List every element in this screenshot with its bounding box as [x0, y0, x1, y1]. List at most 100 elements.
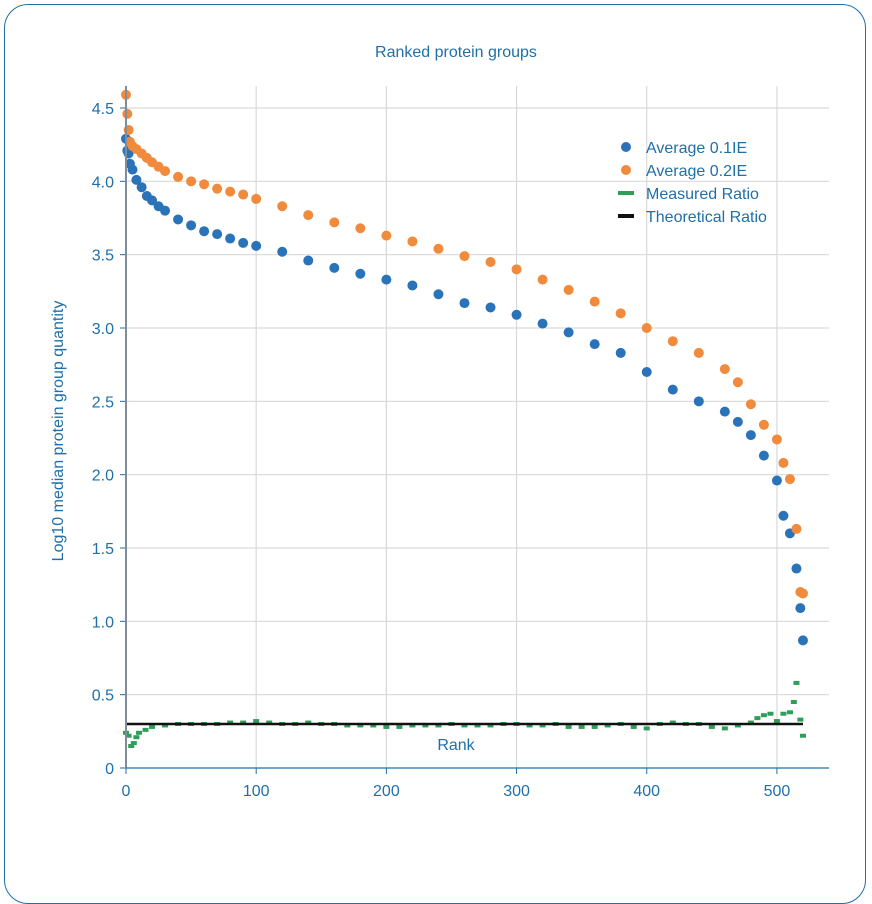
average-0-1ie-point	[795, 603, 806, 614]
average-0-2ie-point	[719, 364, 730, 375]
average-0-2ie-point	[732, 377, 743, 388]
x-tick-label: 200	[373, 783, 400, 800]
average-0-1ie-point	[778, 510, 789, 521]
average-0-2ie-point	[433, 243, 444, 254]
average-0-2ie-point	[186, 176, 197, 187]
average-0-1ie-point	[136, 182, 147, 193]
measured-ratio-point	[461, 723, 468, 728]
average-0-1ie-point	[186, 220, 197, 231]
measured-ratio-point	[357, 723, 364, 728]
average-0-2ie-point	[758, 419, 769, 430]
average-0-1ie-point	[459, 298, 470, 309]
average-0-2ie-point	[667, 336, 678, 347]
average-0-1ie-point	[407, 280, 418, 291]
measured-ratio-point	[526, 723, 533, 728]
average-0-1ie-point	[693, 396, 704, 407]
y-tick-label: 3.0	[92, 321, 114, 338]
measured-ratio-point	[162, 723, 169, 728]
measured-ratio-point	[266, 720, 273, 725]
axes	[125, 86, 829, 769]
average-0-1ie-point	[173, 214, 184, 225]
measured-ratio-point	[383, 724, 390, 729]
average-0-2ie-point	[251, 193, 262, 204]
measured-ratio-point	[793, 680, 800, 685]
average-0-2ie-point	[589, 296, 600, 307]
measured-ratio-point	[734, 723, 741, 728]
measured-ratio-point	[591, 724, 598, 729]
measured-ratio-point	[240, 720, 247, 725]
measured-ratio-point	[578, 724, 585, 729]
measured-ratio-point	[797, 717, 804, 722]
y-tick-label: 3.5	[92, 248, 114, 265]
average-0-1ie-point	[771, 475, 782, 486]
average-0-1ie-point	[615, 347, 626, 358]
legend-label-average-0-2ie: Average 0.2IE	[646, 163, 747, 180]
average-0-2ie-point	[511, 264, 522, 275]
average-0-2ie-point	[791, 523, 802, 534]
average-0-2ie-point	[238, 189, 249, 200]
average-0-1ie-point	[433, 289, 444, 300]
x-tick-label: 0	[122, 783, 131, 800]
average-0-1ie-point	[485, 302, 496, 313]
measured-ratio-point	[133, 735, 140, 740]
y-tick-label: 4.0	[92, 174, 114, 191]
y-tick-label: 2.0	[92, 468, 114, 485]
x-tick-label: 100	[243, 783, 270, 800]
y-tick-label: 2.5	[92, 394, 114, 411]
y-tick-label: 1.5	[92, 541, 114, 558]
measured-ratio-point	[487, 723, 494, 728]
measured-ratio-point	[767, 711, 774, 716]
measured-ratio-point	[799, 733, 806, 738]
measured-ratio-point	[396, 724, 403, 729]
average-0-1ie-point	[641, 367, 652, 377]
average-0-2ie-point	[693, 347, 704, 358]
average-0-2ie-point	[173, 171, 184, 182]
average-0-1ie-point	[563, 327, 574, 338]
average-0-1ie-point	[791, 563, 802, 574]
measured-ratio-point	[344, 723, 351, 728]
measured-ratio-point	[780, 711, 787, 716]
measured-ratio-point	[370, 723, 377, 728]
average-0-1ie-point	[758, 450, 769, 461]
measured-ratio-point	[136, 730, 143, 735]
measured-ratio-point	[539, 723, 546, 728]
measured-ratio-point	[474, 723, 481, 728]
measured-ratio-point	[128, 744, 135, 748]
legend-marker-average-0-1ie	[621, 142, 631, 152]
measured-ratio-point	[227, 720, 234, 725]
measured-ratio-point	[422, 723, 429, 728]
average-0-1ie-point	[127, 164, 138, 175]
measured-ratio-point	[130, 741, 137, 746]
average-0-1ie-point	[303, 255, 314, 266]
average-0-2ie-point	[329, 217, 340, 228]
average-0-1ie-point	[251, 240, 262, 251]
average-0-2ie-point	[459, 251, 470, 262]
measured-ratio-point	[149, 724, 156, 729]
average-0-1ie-point	[238, 237, 249, 248]
average-0-2ie-point	[771, 434, 782, 445]
measured-ratio-point	[790, 700, 797, 704]
average-0-1ie-point	[355, 268, 366, 279]
y-axis-label: Log10 median protein group quantity	[50, 301, 67, 562]
average-0-1ie-point	[277, 246, 288, 257]
x-tick-label: 400	[633, 783, 660, 800]
legend-marker-theoretical-ratio	[618, 214, 634, 218]
measured-ratio-point	[786, 710, 793, 715]
average-0-2ie-point	[407, 236, 418, 247]
measured-ratio-point	[305, 720, 312, 725]
average-0-1ie-point	[537, 318, 548, 329]
axis-ticks: 0 100 200 300 400 500 0 0.5 1.0 1.5 2.0 2.5 3.0 3.5 4.…	[92, 101, 791, 800]
average-0-2ie-point	[212, 183, 223, 194]
average-0-1ie-point	[719, 406, 730, 417]
average-0-1ie-point	[160, 205, 171, 216]
average-0-2ie-point	[615, 308, 626, 319]
measured-ratio-point	[435, 723, 442, 728]
average-0-1ie-point	[797, 635, 808, 646]
average-0-1ie-point	[745, 430, 756, 441]
measured-ratio-point	[409, 723, 416, 728]
average-0-2ie-point	[277, 201, 288, 212]
average-0-1ie-point	[667, 384, 678, 395]
average-0-2ie-point	[303, 210, 314, 221]
average-0-1ie-point	[511, 309, 522, 320]
average-0-2ie-point	[641, 323, 652, 333]
